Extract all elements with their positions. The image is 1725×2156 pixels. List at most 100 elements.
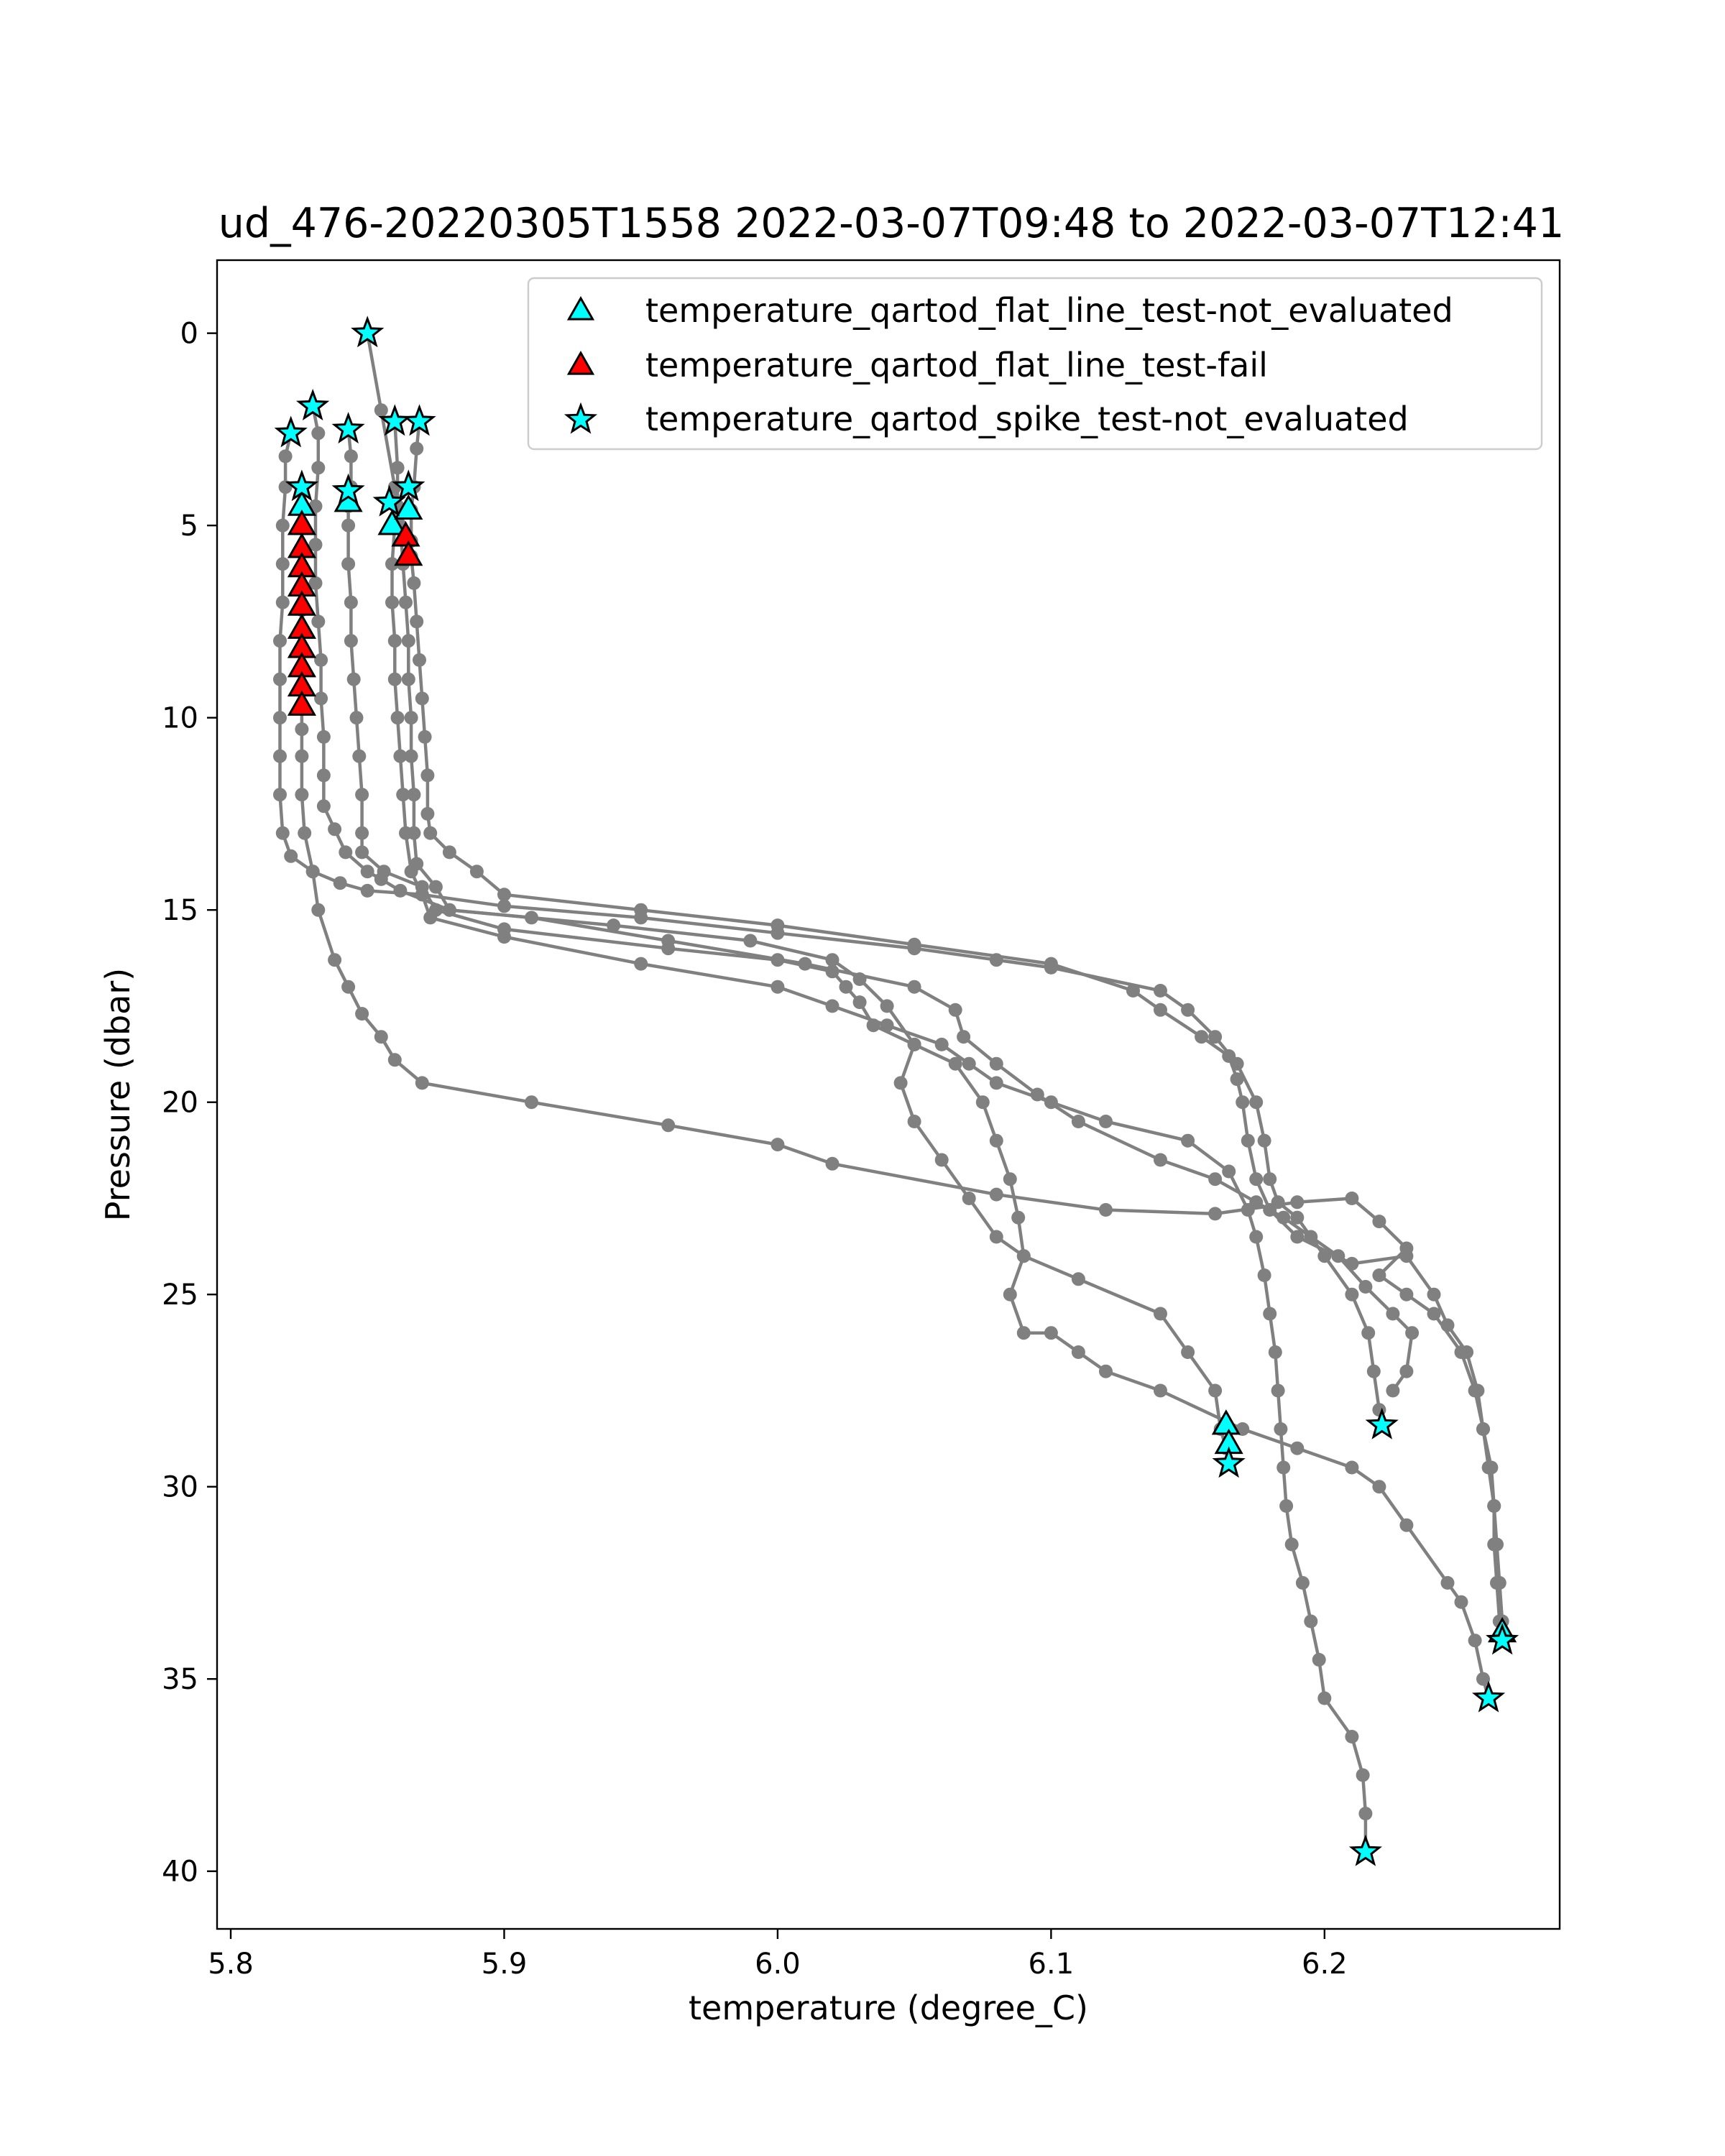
profile-point [415, 1076, 429, 1090]
x-tick-label: 6.0 [755, 1948, 801, 1981]
profile-point [770, 918, 785, 933]
profile-point [385, 557, 399, 571]
profile-point [948, 1003, 962, 1017]
profile-point [374, 403, 388, 418]
profile-point [284, 849, 298, 863]
profile-point [1399, 1364, 1414, 1378]
profile-point [1345, 1730, 1359, 1743]
profile-point [1399, 1287, 1414, 1302]
profile-point [374, 1030, 388, 1044]
profile-point [1290, 1230, 1305, 1244]
profile-point [1345, 1460, 1359, 1475]
y-tick-label: 10 [162, 702, 198, 735]
profile-point [360, 883, 374, 898]
profile-point [1181, 1133, 1195, 1148]
temperature-qartod-spike-test-not-evaluated-marker [1348, 1834, 1382, 1866]
profile-point [341, 980, 356, 994]
profile-point [1427, 1287, 1441, 1302]
profile-point [825, 999, 840, 1013]
profile-point [311, 614, 326, 629]
legend: temperature_qartod_flat_line_test-not_ev… [527, 277, 1543, 451]
profile-point [314, 653, 328, 667]
x-tick-label: 5.9 [482, 1948, 528, 1981]
profile-point [390, 461, 405, 475]
profile-point [1290, 1195, 1305, 1210]
profile-point [423, 911, 438, 925]
profile-point [278, 449, 293, 464]
profile-point [1016, 1249, 1031, 1263]
profile-point [273, 788, 287, 802]
plot-frame [216, 259, 1561, 1930]
profile-point [1440, 1576, 1455, 1590]
profile-point [469, 865, 484, 879]
profile-point [1222, 1049, 1236, 1063]
profile-point [1274, 1422, 1288, 1436]
profile-point [1312, 1653, 1326, 1667]
profile-point [385, 595, 399, 609]
profile-point [962, 1192, 976, 1205]
temperature-qartod-spike-test-not-evaluated-marker [372, 484, 406, 517]
profile-point [387, 634, 402, 648]
profile-point [934, 1037, 949, 1051]
profile-point [1372, 1480, 1386, 1494]
profile-point [1030, 1087, 1044, 1102]
temperature-qartod-flat-line-test-not-evaluated-marker [377, 510, 407, 535]
profile-point [420, 768, 435, 783]
profile-point [948, 1056, 962, 1071]
profile-point [410, 614, 424, 629]
profile-point [798, 957, 812, 971]
profile-point [989, 1133, 1003, 1148]
profile-point [415, 691, 429, 706]
profile-point [355, 1007, 369, 1021]
y-tick-label: 40 [162, 1856, 198, 1889]
profile-point [852, 995, 867, 1010]
profile-point [418, 729, 432, 744]
profile-point [1154, 1003, 1167, 1017]
y-axis-label: Pressure (dbar) [98, 968, 137, 1221]
profile-point [525, 1095, 538, 1110]
profile-point [423, 826, 438, 840]
profile-point [989, 1230, 1003, 1244]
profile-point [420, 806, 435, 821]
profile-point [308, 576, 323, 590]
legend-marker [566, 350, 595, 375]
profile-point [607, 918, 621, 933]
y-axis: 0 5 10 15 20 25 30 35 40 [162, 318, 217, 1889]
profile-point [393, 883, 408, 898]
profile-point [1099, 1203, 1113, 1217]
profile-point [1356, 1768, 1370, 1782]
temperature-qartod-spike-test-not-evaluated-marker [351, 315, 385, 348]
y-tick-label: 25 [162, 1279, 198, 1312]
profile-point [1263, 1172, 1277, 1187]
profile-point [907, 1115, 921, 1128]
profile-point [407, 788, 421, 802]
profile-point [907, 980, 921, 994]
profile-point [349, 711, 364, 725]
profile-point [1195, 1030, 1209, 1044]
x-tick-label: 6.2 [1302, 1948, 1348, 1981]
profile-point [880, 1018, 894, 1033]
legend-label: temperature_qartod_flat_line_test-not_ev… [645, 291, 1453, 330]
profile-point [1241, 1133, 1255, 1148]
profile-point [344, 449, 358, 464]
profile-point [273, 749, 287, 763]
profile-point [825, 1156, 840, 1171]
profile-point [1044, 957, 1058, 971]
profile-point [770, 1138, 785, 1152]
profile-point [415, 888, 429, 902]
profile-point [393, 749, 408, 763]
profile-point [442, 845, 456, 860]
profile-point [275, 595, 290, 609]
x-axis-label: temperature (degree_C) [689, 1989, 1088, 2027]
y-tick-label: 35 [162, 1663, 198, 1696]
profile-point [339, 845, 353, 860]
profile-point [907, 937, 921, 952]
profile-point [1454, 1595, 1468, 1609]
x-tick-label: 6.1 [1029, 1948, 1075, 1981]
profile-point [1487, 1537, 1501, 1552]
profile-point [413, 653, 426, 667]
profile-point [295, 788, 309, 802]
profile-point [661, 1118, 676, 1133]
profile-point [1304, 1614, 1318, 1628]
temperature-qartod-spike-test-not-evaluated-marker [1486, 1623, 1519, 1655]
